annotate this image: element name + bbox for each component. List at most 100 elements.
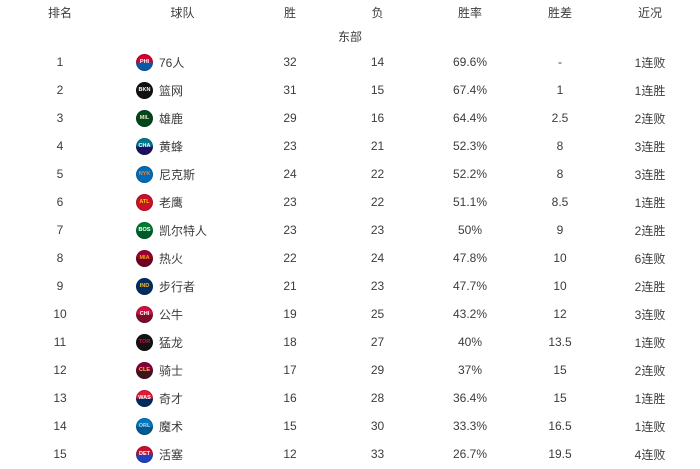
team-cell: DET 活塞 (120, 445, 245, 463)
team-cell: MIL 雄鹿 (120, 109, 245, 127)
streak-cell: 3连胜 (634, 139, 666, 154)
pct-cell: 51.1% (452, 195, 488, 209)
streak-cell: 6连败 (634, 251, 666, 266)
team-logo-icon: TOR (136, 333, 153, 351)
streak-cell: 2连胜 (634, 279, 666, 294)
table-row: 11 TOR 猛龙 18 27 40% 13.5 1连败 (0, 328, 700, 356)
pct-cell: 47.7% (452, 279, 488, 293)
losses-cell: 15 (370, 83, 385, 97)
rank-cell: 15 (53, 447, 67, 461)
pct-cell: 50% (457, 223, 483, 237)
table-row: 8 MIA 热火 22 24 47.8% 10 6连败 (0, 244, 700, 272)
rank-cell: 2 (56, 83, 64, 97)
gb-cell: 9 (556, 223, 564, 237)
rank-cell: 11 (53, 335, 67, 349)
header-team: 球队 (170, 5, 195, 20)
team-logo-icon: PHI (136, 53, 153, 71)
losses-cell: 25 (370, 307, 385, 321)
pct-cell: 47.8% (452, 251, 488, 265)
team-logo-icon: MIA (136, 249, 153, 267)
losses-cell: 14 (370, 55, 385, 69)
team-name[interactable]: 篮网 (159, 83, 184, 98)
wins-cell: 12 (283, 447, 297, 461)
team-cell: ORL 魔术 (120, 417, 245, 435)
wins-cell: 22 (283, 251, 297, 265)
streak-cell: 1连胜 (634, 83, 666, 98)
team-name[interactable]: 尼克斯 (159, 167, 196, 182)
losses-cell: 30 (370, 419, 385, 433)
streak-cell: 1连胜 (634, 391, 666, 406)
streak-cell: 1连败 (634, 335, 666, 350)
team-cell: CHI 公牛 (120, 305, 245, 323)
wins-cell: 15 (283, 419, 297, 433)
table-row: 14 ORL 魔术 15 30 33.3% 16.5 1连败 (0, 412, 700, 440)
team-name[interactable]: 活塞 (159, 447, 184, 462)
rank-cell: 1 (56, 55, 64, 69)
streak-cell: 3连败 (634, 307, 666, 322)
team-cell: BKN 篮网 (120, 81, 245, 99)
pct-cell: 36.4% (452, 391, 488, 405)
team-name[interactable]: 魔术 (159, 419, 184, 434)
team-name[interactable]: 猛龙 (159, 335, 184, 350)
gb-cell: 19.5 (548, 447, 572, 461)
pct-cell: 69.6% (452, 55, 488, 69)
rank-cell: 6 (56, 195, 64, 209)
wins-cell: 18 (283, 335, 297, 349)
team-name[interactable]: 黄蜂 (159, 139, 184, 154)
team-logo-icon: ORL (136, 417, 153, 435)
losses-cell: 22 (370, 195, 385, 209)
losses-cell: 23 (370, 279, 385, 293)
table-row: 2 BKN 篮网 31 15 67.4% 1 1连胜 (0, 76, 700, 104)
streak-cell: 2连败 (634, 111, 666, 126)
team-name[interactable]: 热火 (159, 251, 184, 266)
rank-cell: 3 (56, 111, 64, 125)
table-row: 7 BOS 凯尔特人 23 23 50% 9 2连胜 (0, 216, 700, 244)
gb-cell: 10 (553, 279, 567, 293)
team-logo-icon: CLE (136, 361, 153, 379)
team-logo-icon: NYK (136, 165, 153, 183)
wins-cell: 29 (283, 111, 297, 125)
rank-cell: 4 (56, 139, 64, 153)
team-cell: MIA 热火 (120, 249, 245, 267)
team-name[interactable]: 老鹰 (159, 195, 184, 210)
rank-cell: 10 (53, 307, 67, 321)
rank-cell: 12 (53, 363, 67, 377)
wins-cell: 23 (283, 195, 297, 209)
header-streak: 近况 (637, 5, 662, 20)
streak-cell: 4连败 (634, 447, 666, 462)
pct-cell: 33.3% (452, 419, 488, 433)
team-name[interactable]: 奇才 (159, 391, 184, 406)
team-logo-icon: ATL (136, 193, 153, 211)
streak-cell: 1连败 (634, 419, 666, 434)
streak-cell: 1连败 (634, 55, 666, 70)
team-name[interactable]: 公牛 (159, 307, 184, 322)
team-cell: CHA 黄蜂 (120, 137, 245, 155)
header-losses: 负 (371, 5, 384, 20)
gb-cell: 15 (553, 363, 567, 377)
table-row: 10 CHI 公牛 19 25 43.2% 12 3连败 (0, 300, 700, 328)
team-name[interactable]: 76人 (159, 55, 185, 70)
rank-cell: 7 (56, 223, 64, 237)
pct-cell: 26.7% (452, 447, 488, 461)
wins-cell: 16 (283, 391, 297, 405)
team-name[interactable]: 雄鹿 (159, 111, 184, 126)
team-logo-icon: IND (136, 277, 153, 295)
losses-cell: 28 (370, 391, 385, 405)
team-name[interactable]: 骑士 (159, 363, 184, 378)
streak-cell: 3连胜 (634, 167, 666, 182)
gb-cell: 2.5 (551, 111, 569, 125)
gb-cell: 8 (556, 139, 564, 153)
team-cell: WAS 奇才 (120, 389, 245, 407)
gb-cell: 15 (553, 391, 567, 405)
team-name[interactable]: 凯尔特人 (159, 223, 208, 238)
gb-cell: 8.5 (551, 195, 569, 209)
table-row: 1 PHI 76人 32 14 69.6% - 1连败 (0, 48, 700, 76)
losses-cell: 24 (370, 251, 385, 265)
team-name[interactable]: 步行者 (159, 279, 196, 294)
gb-cell: 12 (553, 307, 567, 321)
pct-cell: 52.3% (452, 139, 488, 153)
streak-cell: 2连败 (634, 363, 666, 378)
team-cell: PHI 76人 (120, 53, 245, 71)
pct-cell: 40% (457, 335, 483, 349)
